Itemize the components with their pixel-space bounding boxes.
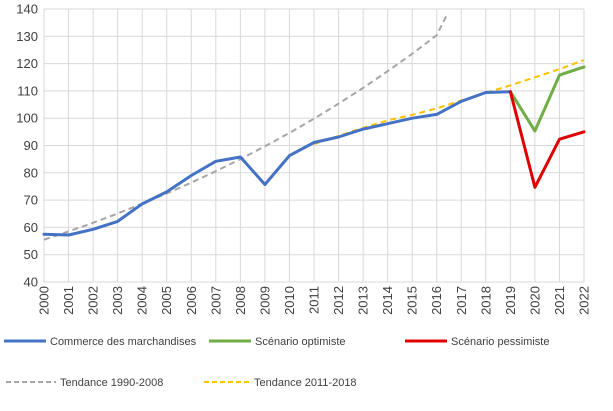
series-lines [42,15,586,241]
legend: Commerce des marchandises Scénario optimi… [4,336,549,389]
x-tick-label: 2016 [429,286,444,315]
legend-item-tendance1990: Tendance 1990-2008 [6,377,163,389]
legend-item-pessimiste: Scénario pessimiste [405,336,549,348]
y-tick-label: 70 [24,193,38,208]
legend-label-commerce: Commerce des marchandises [50,336,197,348]
legend-item-optimiste: Scénario optimiste [209,336,346,348]
series-line-commerce [42,90,512,237]
x-tick-label: 2011 [307,286,322,314]
legend-label-tendance1990: Tendance 1990-2008 [60,377,163,389]
legend-item-tendance2011: Tendance 2011-2018 [204,377,357,389]
legend-label-tendance2011: Tendance 2011-2018 [254,377,357,389]
legend-item-commerce: Commerce des marchandises [4,336,197,348]
y-tick-label: 40 [24,275,38,290]
x-tick-label: 2004 [135,286,150,315]
x-tick-label: 2009 [257,286,272,315]
x-tick-label: 2022 [577,286,592,315]
x-tick-label: 2021 [552,286,567,315]
y-tick-label: 130 [16,29,38,44]
legend-label-pessimiste: Scénario pessimiste [451,336,549,348]
x-tick-label: 2000 [37,286,52,315]
axes: 40 50 60 70 80 90 100 110 120 130 140 2000 2001 2002 2… [16,2,591,315]
x-tick-label: 2014 [380,286,395,315]
x-tick-label: 2003 [110,286,125,315]
x-tick-label: 2018 [478,286,493,315]
y-tick-label: 120 [16,56,38,71]
x-tick-label: 2002 [86,286,101,315]
x-tick-label: 2005 [159,286,174,315]
x-tick-label: 2007 [208,286,223,315]
legend-label-optimiste: Scénario optimiste [255,336,346,348]
y-tick-label: 100 [16,111,38,126]
series-line-pessimiste [508,90,586,189]
x-tick-label: 2008 [233,286,248,315]
x-tick-label: 2013 [356,286,371,315]
y-tick-label: 80 [24,165,38,180]
y-tick-label: 140 [16,2,38,17]
series-line-tendance2011 [313,59,585,146]
x-tick-label: 2006 [184,286,199,315]
y-tick-label: 50 [24,247,38,262]
x-tick-label: 2012 [331,286,346,315]
gridlines [43,8,585,283]
series-line-optimiste [508,65,586,133]
x-tick-label: 2017 [454,286,469,315]
y-tick-label: 60 [24,220,38,235]
x-tick-label: 2001 [61,286,76,315]
x-tick-label: 2010 [282,286,297,315]
y-tick-label: 90 [24,138,38,153]
y-tick-label: 110 [17,83,38,98]
x-tick-label: 2020 [527,286,542,315]
x-tick-label: 2019 [503,286,518,315]
series-line-tendance1990 [43,15,448,241]
x-tick-label: 2015 [405,286,420,315]
